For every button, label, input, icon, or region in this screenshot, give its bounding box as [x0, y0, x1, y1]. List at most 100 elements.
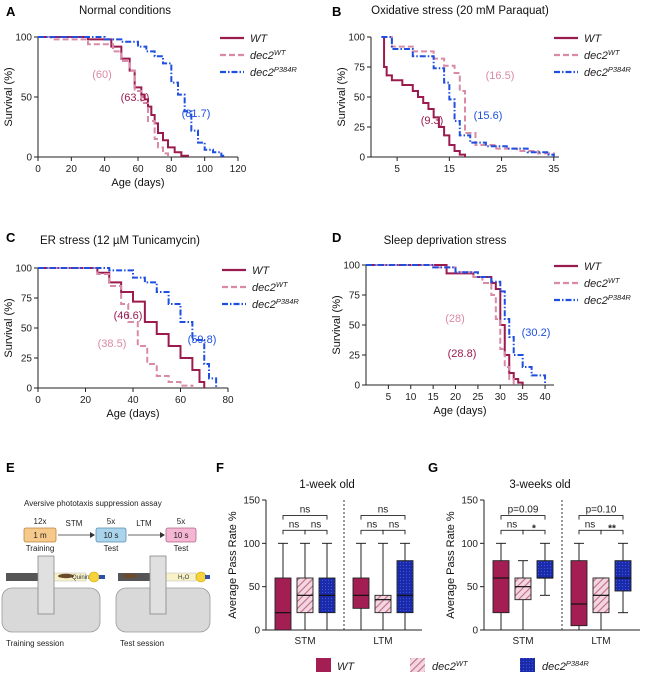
- median-annotation: (16.5): [486, 70, 515, 82]
- legend-swatch-p384r: [520, 658, 535, 672]
- y-tick-label: 100: [243, 539, 260, 550]
- arrow1-head-icon: [90, 532, 95, 538]
- median-annotation: (81.7): [182, 108, 211, 120]
- panel-title-a: Normal conditions: [79, 5, 171, 17]
- light-bulb-icon: [88, 571, 100, 583]
- median-annotation: (28.8): [448, 348, 477, 360]
- y-tick-label: 50: [21, 93, 33, 104]
- significance-label: ns: [300, 505, 311, 516]
- median-annotation: (30.2): [522, 327, 551, 339]
- x-tick-label: 100: [196, 164, 213, 175]
- panel-title-f: 1-week old: [299, 479, 355, 491]
- group-label: LTM: [591, 636, 610, 647]
- median-annotation: (46.6): [114, 310, 143, 322]
- legend-label: dec2WT: [250, 48, 287, 62]
- survival-chart-b: 0 25 50 75 100 5 15 25 35 Survival (%) (16.5) (15.6…: [336, 33, 631, 176]
- significance-label: p=0.10: [586, 505, 617, 516]
- significance-bracket: [578, 529, 602, 535]
- series-line-dec2p384r: [381, 36, 555, 157]
- y-tick-label: 50: [349, 321, 361, 332]
- median-annotation: (15.6): [474, 110, 503, 122]
- x-tick-label: 25: [496, 164, 508, 175]
- x-tick-label: 5: [394, 164, 400, 175]
- significance-bracket: [578, 515, 624, 520]
- ltm-test-box: [165, 527, 197, 543]
- arrow1-label: STM: [66, 519, 83, 528]
- significance-bracket: [304, 529, 328, 535]
- y-axis-label: Survival (%): [331, 295, 343, 354]
- x-tick-label: 20: [80, 395, 92, 406]
- step1-count: 12x: [34, 517, 47, 526]
- series-line-dec2p384r: [366, 264, 547, 385]
- significance-label: ns: [289, 519, 300, 530]
- significance-bracket: [500, 515, 546, 520]
- fly-icon: [122, 573, 138, 579]
- significance-label: ns: [311, 519, 322, 530]
- x-tick-label: 0: [35, 395, 41, 406]
- series-line-dec2p384r: [38, 267, 218, 388]
- group-label: STM: [294, 636, 315, 647]
- boxplot-g: 0 50 100 150 Average Pass Rate % STM p=0.09 ns *…: [445, 496, 640, 647]
- x-tick-label: 40: [127, 395, 139, 406]
- group-label: LTM: [373, 636, 392, 647]
- y-tick-label: 75: [21, 294, 33, 305]
- box-dec2p384r: [396, 560, 414, 614]
- x-axis-label: Age (days): [433, 405, 486, 417]
- panel-title-g: 3-weeks old: [509, 479, 570, 491]
- legend-label: dec2WT: [584, 276, 621, 290]
- step2-box-label: 10 s: [103, 531, 118, 540]
- survival-chart-a: 0 50 100 0 20 40 60 80 100 120 Age (days) Survival …: [3, 33, 297, 190]
- median-annotation: (63.3): [121, 92, 150, 104]
- legend-dec2wt-label: dec2WT: [432, 659, 469, 673]
- significance-bracket: [282, 529, 306, 535]
- significance-label: ns: [378, 505, 389, 516]
- series-line-dec2wt: [38, 267, 194, 388]
- series-line-dec2wt: [381, 36, 555, 157]
- y-tick-label: 50: [354, 93, 366, 104]
- x-tick-label: 35: [517, 392, 529, 403]
- significance-label: **: [608, 523, 616, 534]
- x-axis-label: Age (days): [106, 408, 159, 420]
- legend-label: dec2P384R: [584, 293, 631, 307]
- significance-label: ns: [367, 519, 378, 530]
- legend-label: dec2WT: [584, 48, 621, 62]
- y-tick-label: 0: [26, 384, 32, 395]
- significance-bracket: [382, 529, 406, 535]
- panel-label-a: A: [6, 4, 16, 19]
- chart-legend: WT dec2WT dec2P384R: [220, 33, 297, 79]
- y-tick-label: 50: [249, 582, 261, 593]
- fly-icon: [58, 573, 74, 579]
- significance-label: ns: [389, 519, 400, 530]
- y-axis-label: Survival (%): [336, 67, 348, 126]
- box-wt: [352, 577, 370, 609]
- box-dec2wt: [374, 594, 392, 614]
- median-annotation: (28): [445, 313, 465, 325]
- legend-label: WT: [584, 33, 602, 45]
- y-tick-label: 100: [461, 539, 478, 550]
- y-tick-label: 0: [254, 626, 260, 637]
- y-tick-label: 0: [359, 153, 365, 164]
- panel-label-f: F: [216, 460, 224, 475]
- step3-count: 5x: [177, 517, 185, 526]
- box-wt: [274, 577, 292, 631]
- x-tick-label: 20: [66, 164, 78, 175]
- significance-bracket: [522, 529, 546, 535]
- legend-label: WT: [252, 265, 270, 277]
- y-tick-label: 50: [21, 324, 33, 335]
- arrow2-head-icon: [160, 532, 165, 538]
- x-tick-label: 60: [175, 395, 187, 406]
- boxplot-legend: WT dec2WT dec2P384R: [316, 658, 589, 673]
- light-bulb-icon: [195, 571, 207, 583]
- x-tick-label: 40: [539, 392, 551, 403]
- legend-swatch-dec2wt: [410, 658, 425, 672]
- panel-label-e: E: [6, 460, 15, 475]
- panel-label-d: D: [332, 230, 341, 245]
- panel-title-d: Sleep deprivation stress: [384, 235, 507, 247]
- series-line-wt: [381, 36, 466, 157]
- x-tick-label: 15: [444, 164, 456, 175]
- x-axis-label: Age (days): [111, 177, 164, 189]
- y-tick-label: 150: [461, 496, 478, 507]
- significance-bracket: [282, 515, 328, 520]
- x-tick-label: 30: [495, 392, 507, 403]
